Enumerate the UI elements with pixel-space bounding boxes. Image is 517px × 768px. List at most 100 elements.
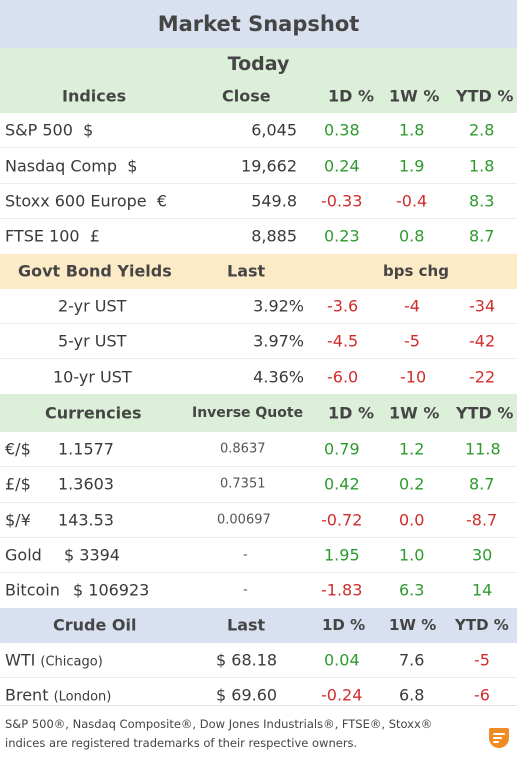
table-row: Stoxx 600 Europe € 549.8 -0.33 -0.4 8.3 (0, 184, 517, 220)
table-row: 5-yr UST 3.97% -4.5 -5 -42 (0, 324, 517, 360)
close-heading: Close (222, 86, 271, 106)
inverse-value: - (243, 547, 248, 563)
pair-value: 1.1577 (58, 439, 114, 459)
w1-heading: 1W % (389, 616, 437, 635)
currencies-table: €/$ 1.1577 0.8637 0.79 1.2 11.8 £/$ 1.36… (0, 432, 517, 608)
w1-value: 0.8 (399, 226, 425, 246)
table-row: S&P 500 $ 6,045 0.38 1.8 2.8 (0, 113, 517, 149)
d1-value: 0.23 (324, 226, 360, 246)
w1-value: 6.8 (399, 685, 425, 705)
bond-name: 5-yr UST (58, 331, 127, 351)
w1-value: -10 (400, 367, 427, 387)
d1-value: -0.72 (321, 510, 363, 530)
close-value: 6,045 (251, 120, 297, 140)
currency-symbol: € (156, 191, 167, 211)
oil-location: (Chicago) (40, 654, 103, 670)
table-row: 2-yr UST 3.92% -3.6 -4 -34 (0, 289, 517, 324)
currency-symbol: $ (127, 156, 138, 176)
trademark-line-1: S&P 500®, Nasdaq Composite®, Dow Jones I… (5, 717, 433, 731)
w1-value: -5 (404, 331, 420, 351)
d1-value: -4.5 (327, 331, 359, 351)
w1-value: 1.8 (399, 120, 425, 140)
inverse-quote-heading: Inverse Quote (192, 404, 304, 421)
table-row: Bitcoin $ 106923 - -1.83 6.3 14 (0, 573, 517, 607)
d1-heading: 1D % (322, 616, 366, 635)
w1-heading: 1W % (389, 86, 440, 106)
page-title: Market Snapshot (0, 0, 517, 48)
ytd-value: 2.8 (469, 120, 495, 140)
ytd-value: -34 (469, 296, 496, 316)
inverse-value: 0.00697 (217, 512, 271, 528)
ytd-value: -22 (469, 367, 496, 387)
w1-value: 1.9 (399, 156, 425, 176)
d1-heading: 1D % (328, 86, 375, 106)
pair-name: $/¥ (5, 510, 31, 530)
ytd-value: 8.3 (469, 191, 495, 211)
d1-value: 0.04 (324, 650, 360, 670)
d1-value: 0.42 (324, 474, 360, 494)
pair-value: $ 106923 (73, 580, 150, 600)
index-name-text: Nasdaq Comp (5, 156, 118, 176)
pair-value: $ 3394 (64, 545, 120, 565)
ytd-value: -42 (469, 331, 496, 351)
d1-value: -0.33 (321, 191, 363, 211)
ytd-value: 11.8 (465, 439, 501, 459)
bps-chg-heading: bps chg (383, 262, 449, 281)
ytd-heading: YTD % (455, 616, 509, 635)
w1-value: -0.4 (396, 191, 428, 211)
last-value: $ 69.60 (216, 685, 278, 705)
w1-value: 0.2 (399, 474, 425, 494)
indices-table: S&P 500 $ 6,045 0.38 1.8 2.8 Nasdaq Comp… (0, 113, 517, 254)
w1-value: 6.3 (399, 580, 425, 600)
last-heading: Last (227, 261, 266, 281)
table-row: FTSE 100 £ 8,885 0.23 0.8 8.7 (0, 219, 517, 253)
table-row: £/$ 1.3603 0.7351 0.42 0.2 8.7 (0, 467, 517, 503)
table-row: Nasdaq Comp $ 19,662 0.24 1.9 1.8 (0, 148, 517, 184)
bond-name: 2-yr UST (58, 296, 127, 316)
brand-logo-icon (489, 728, 509, 748)
bonds-heading: Govt Bond Yields (18, 261, 172, 281)
last-value: $ 68.18 (216, 650, 278, 670)
index-name: Stoxx 600 Europe € (5, 191, 167, 210)
oil-name: Brent (London) (5, 686, 111, 705)
ytd-value: 30 (472, 545, 493, 565)
table-row: $/¥ 143.53 0.00697 -0.72 0.0 -8.7 (0, 503, 517, 538)
bond-name: 10-yr UST (53, 367, 132, 387)
d1-value: -1.83 (321, 580, 363, 600)
index-name: S&P 500 $ (5, 121, 93, 140)
table-row: WTI (Chicago) $ 68.18 0.04 7.6 -5 (0, 643, 517, 679)
last-value: 3.92% (253, 296, 304, 316)
w1-heading: 1W % (389, 403, 440, 423)
ytd-value: 8.7 (469, 474, 495, 494)
currency-symbol: £ (89, 226, 100, 246)
w1-value: 1.2 (399, 439, 425, 459)
w1-value: 1.0 (399, 545, 425, 565)
d1-value: -3.6 (327, 296, 359, 316)
ytd-heading: YTD % (456, 86, 514, 106)
inverse-value: 0.8637 (220, 441, 266, 457)
ytd-value: 1.8 (469, 156, 495, 176)
table-row: €/$ 1.1577 0.8637 0.79 1.2 11.8 (0, 432, 517, 468)
oil-location: (London) (53, 689, 112, 705)
d1-value: -6.0 (327, 367, 359, 387)
pair-name: Gold (5, 545, 42, 565)
table-row: Gold $ 3394 - 1.95 1.0 30 (0, 538, 517, 574)
close-value: 19,662 (241, 156, 297, 176)
indices-header-block: Today Indices Close 1D % 1W % YTD % (0, 48, 517, 113)
index-name-text: S&P 500 (5, 120, 73, 140)
last-value: 4.36% (253, 367, 304, 387)
pair-name: Bitcoin (5, 580, 60, 600)
inverse-value: 0.7351 (220, 476, 266, 492)
trademark-note: S&P 500®, Nasdaq Composite®, Dow Jones I… (5, 715, 475, 753)
d1-value: 0.38 (324, 120, 360, 140)
oil-name-text: WTI (5, 650, 36, 670)
w1-value: 7.6 (399, 650, 425, 670)
today-label: Today (227, 52, 290, 75)
crude-oil-heading: Crude Oil (53, 615, 137, 635)
ytd-value: -8.7 (466, 510, 498, 530)
d1-value: 1.95 (324, 545, 360, 565)
table-row: Brent (London) $ 69.60 -0.24 6.8 -6 (0, 678, 517, 712)
d1-value: 0.24 (324, 156, 360, 176)
w1-value: 0.0 (399, 510, 425, 530)
d1-value: -0.24 (321, 685, 363, 705)
